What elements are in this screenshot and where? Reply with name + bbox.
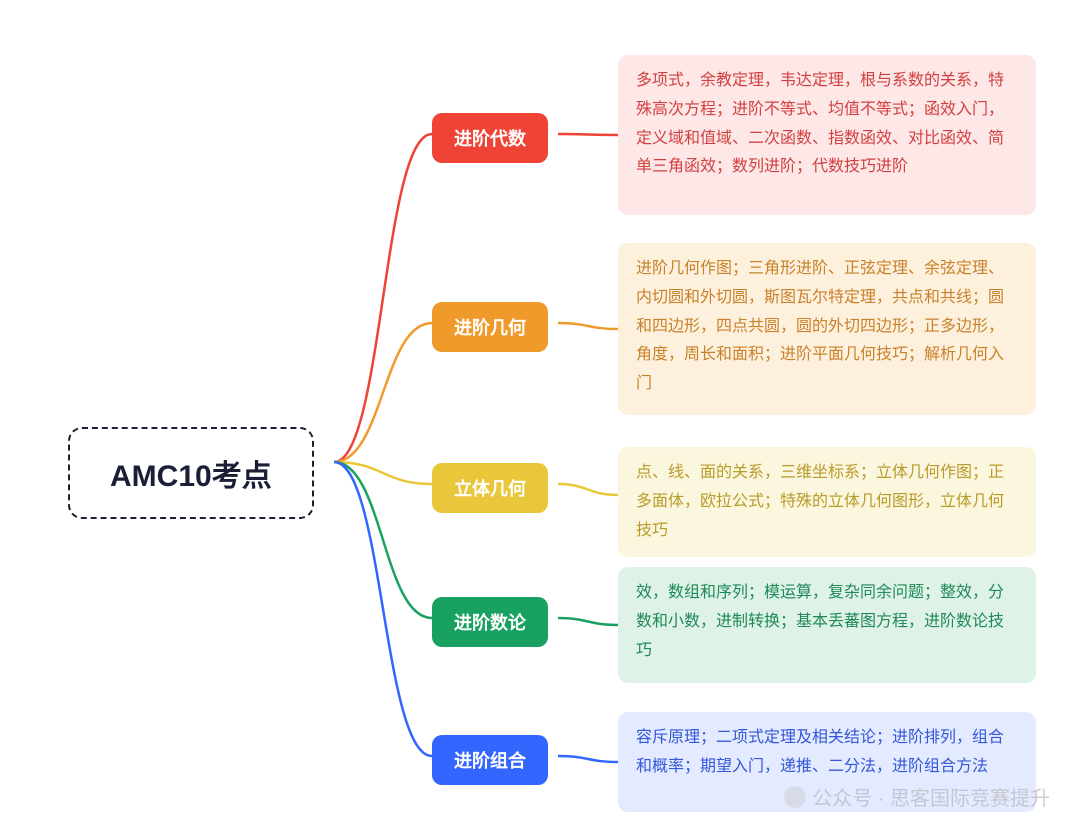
- branch-node: 进阶数论: [432, 597, 548, 647]
- root-label: AMC10考点: [110, 460, 272, 493]
- branch-label: 立体几何: [454, 479, 526, 499]
- watermark-text: 公众号 · 思客国际竞赛提升: [812, 782, 1050, 811]
- desc-text: 进阶几何作图；三角形进阶、正弦定理、余弦定理、内切圆和外切圆，斯图瓦尔特定理，共…: [636, 260, 1004, 392]
- branch-node: 进阶组合: [432, 735, 548, 785]
- branch-label: 进阶几何: [454, 318, 526, 338]
- branch-node: 进阶代数: [432, 113, 548, 163]
- branch-node: 进阶几何: [432, 302, 548, 352]
- desc-text: 效，数组和序列；模运算，复杂同余问题；整效，分数和小数，进制转换；基本丢蕃图方程…: [636, 584, 1004, 659]
- branch-node: 立体几何: [432, 463, 548, 513]
- branch-label: 进阶数论: [454, 613, 526, 633]
- watermark: 公众号 · 思客国际竞赛提升: [784, 782, 1050, 811]
- desc-node: 多项式，余教定理，韦达定理，根与系数的关系，特殊高次方程；进阶不等式、均值不等式…: [618, 55, 1036, 215]
- root-node: AMC10考点: [68, 427, 314, 519]
- branch-label: 进阶组合: [454, 751, 526, 771]
- desc-text: 点、线、面的关系，三维坐标系；立体几何作图；正多面体，欧拉公式；特殊的立体几何图…: [636, 464, 1004, 539]
- desc-text: 多项式，余教定理，韦达定理，根与系数的关系，特殊高次方程；进阶不等式、均值不等式…: [636, 72, 1004, 175]
- desc-node: 进阶几何作图；三角形进阶、正弦定理、余弦定理、内切圆和外切圆，斯图瓦尔特定理，共…: [618, 243, 1036, 415]
- mindmap-canvas: AMC10考点 进阶代数 多项式，余教定理，韦达定理，根与系数的关系，特殊高次方程…: [0, 0, 1080, 825]
- branch-label: 进阶代数: [454, 129, 526, 149]
- desc-node: 效，数组和序列；模运算，复杂同余问题；整效，分数和小数，进制转换；基本丢蕃图方程…: [618, 567, 1036, 683]
- wechat-icon: [784, 786, 806, 808]
- desc-text: 容斥原理；二项式定理及相关结论；进阶排列，组合和概率；期望入门，递推、二分法，进…: [636, 729, 1004, 775]
- desc-node: 点、线、面的关系，三维坐标系；立体几何作图；正多面体，欧拉公式；特殊的立体几何图…: [618, 447, 1036, 557]
